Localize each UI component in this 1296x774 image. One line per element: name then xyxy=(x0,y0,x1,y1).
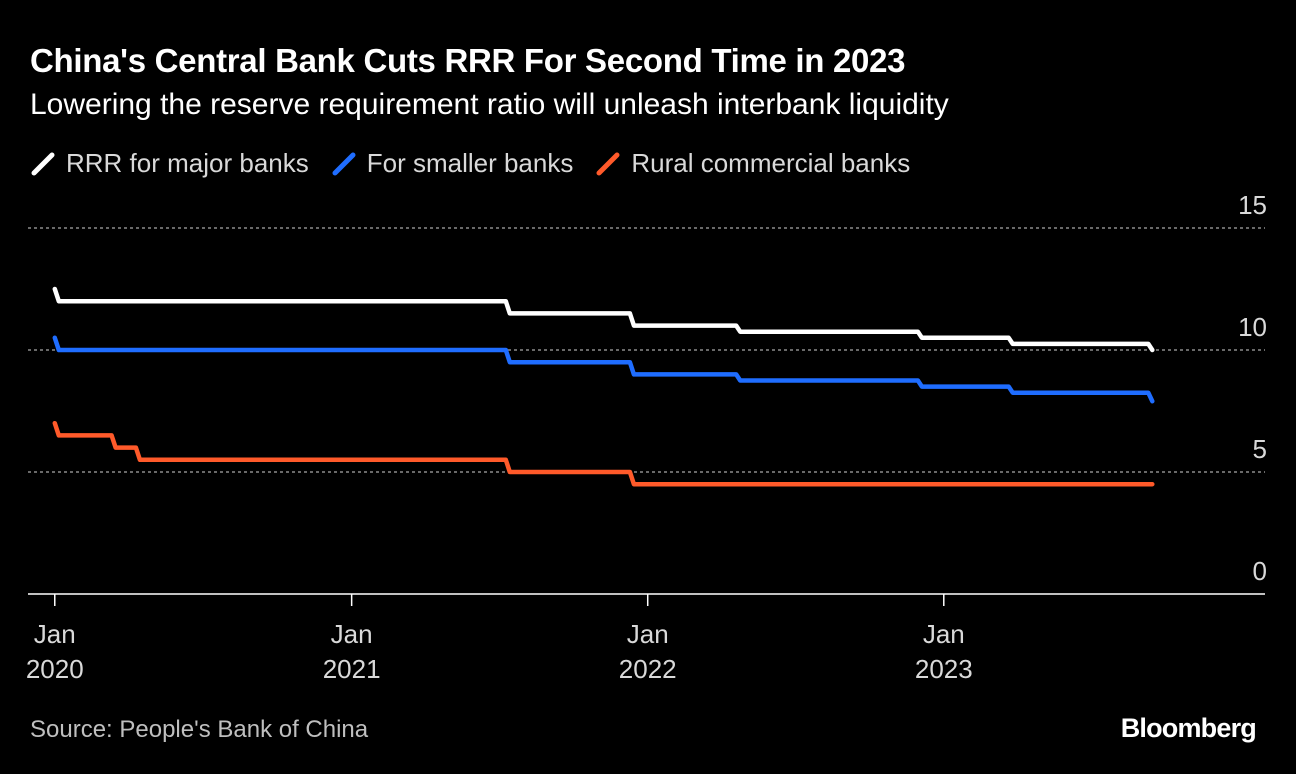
y-tick-label-10: 10 xyxy=(1238,312,1267,342)
y-tick-label-15: 15 xyxy=(1238,190,1267,220)
y-tick-label-0: 0 xyxy=(1253,556,1267,586)
x-tick-label-month-2023: Jan xyxy=(923,619,965,649)
series-line-1 xyxy=(52,286,1155,353)
legend-swatch-rural xyxy=(596,152,620,175)
x-tick-label-month-2022: Jan xyxy=(627,619,669,649)
series-line-2 xyxy=(52,335,1155,404)
legend-label-major: RRR for major banks xyxy=(66,148,309,178)
chart-title: China's Central Bank Cuts RRR For Second… xyxy=(30,42,906,79)
legend-item-smaller: For smaller banks xyxy=(331,148,574,179)
x-tick-label-year-2021: 2021 xyxy=(323,654,381,684)
legend-label-rural: Rural commercial banks xyxy=(631,148,911,178)
x-tick-label-month-2020: Jan xyxy=(34,619,76,649)
x-tick-label-year-2020: 2020 xyxy=(26,654,84,684)
x-tick-label-year-2022: 2022 xyxy=(619,654,677,684)
source-note: Source: People's Bank of China xyxy=(30,716,369,743)
chart-subtitle: Lowering the reserve requirement ratio w… xyxy=(30,88,949,121)
y-tick-label-5: 5 xyxy=(1253,434,1267,464)
x-tick-label-month-2021: Jan xyxy=(331,619,373,649)
legend-swatch-smaller xyxy=(332,152,356,175)
legend: RRR for major banks For smaller banks Ru… xyxy=(30,148,910,179)
legend-label-smaller: For smaller banks xyxy=(366,148,574,178)
series-line-3 xyxy=(52,420,1155,487)
legend-item-rural: Rural commercial banks xyxy=(595,148,910,179)
x-tick-label-year-2023: 2023 xyxy=(915,654,973,684)
bloomberg-logo: Bloomberg xyxy=(1120,713,1257,743)
legend-swatch-major xyxy=(31,152,55,175)
legend-item-major: RRR for major banks xyxy=(30,148,309,179)
